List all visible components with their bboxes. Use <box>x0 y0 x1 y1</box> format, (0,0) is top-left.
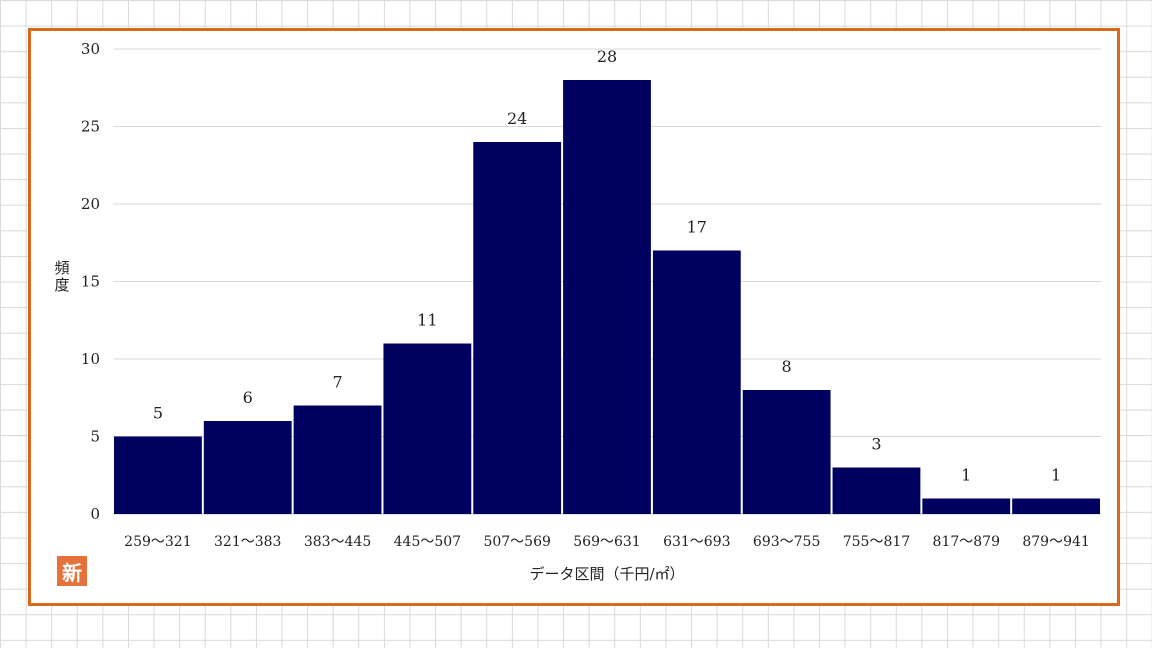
y-tick-label: 10 <box>81 350 100 368</box>
x-axis-title: データ区間（千円/㎡） <box>529 565 684 583</box>
new-stamp-logo: 新 <box>57 556 87 586</box>
histogram-bar <box>203 421 292 514</box>
bar-data-label: 28 <box>597 47 617 66</box>
bar-data-label: 11 <box>417 311 437 330</box>
histogram-bar <box>293 405 382 514</box>
x-tick-label: 321～383 <box>214 534 281 550</box>
histogram-bar <box>922 498 1011 514</box>
x-tick-label: 631～693 <box>663 534 730 550</box>
histogram-bar <box>114 436 202 514</box>
histogram-bar <box>652 250 741 514</box>
x-tick-label: 755～817 <box>843 534 910 550</box>
x-tick-label: 693～755 <box>753 534 820 550</box>
y-tick-label: 15 <box>81 273 100 291</box>
bar-data-label: 1 <box>961 466 971 485</box>
bar-data-label: 3 <box>871 435 881 454</box>
y-tick-label: 5 <box>90 428 100 446</box>
bar-data-label: 24 <box>507 109 527 128</box>
x-tick-label: 383～445 <box>304 534 371 550</box>
histogram-bar <box>473 142 562 514</box>
histogram-bar <box>742 390 831 514</box>
x-tick-label: 507～569 <box>483 534 550 550</box>
y-axis-title: 頻度 <box>54 259 69 294</box>
y-tick-label: 0 <box>90 505 100 523</box>
histogram-bar <box>383 343 472 514</box>
bar-data-label: 5 <box>153 404 163 423</box>
y-tick-label: 25 <box>81 118 100 136</box>
x-tick-label: 259～321 <box>124 534 191 550</box>
y-tick-label: 30 <box>81 40 100 58</box>
x-tick-label: 879～941 <box>1022 534 1089 550</box>
x-tick-label: 445～507 <box>394 534 461 550</box>
histogram-bar <box>563 80 651 514</box>
histogram-bar <box>1012 498 1100 514</box>
histogram-bar <box>832 467 921 514</box>
x-tick-label: 817～879 <box>933 534 1000 550</box>
bar-data-label: 8 <box>782 357 792 376</box>
x-tick-label: 569～631 <box>573 534 640 550</box>
bar-data-label: 6 <box>243 388 253 407</box>
bar-data-label: 7 <box>332 373 342 392</box>
y-tick-label: 20 <box>81 195 100 213</box>
bar-data-label: 17 <box>687 218 707 237</box>
bar-data-label: 1 <box>1051 466 1061 485</box>
